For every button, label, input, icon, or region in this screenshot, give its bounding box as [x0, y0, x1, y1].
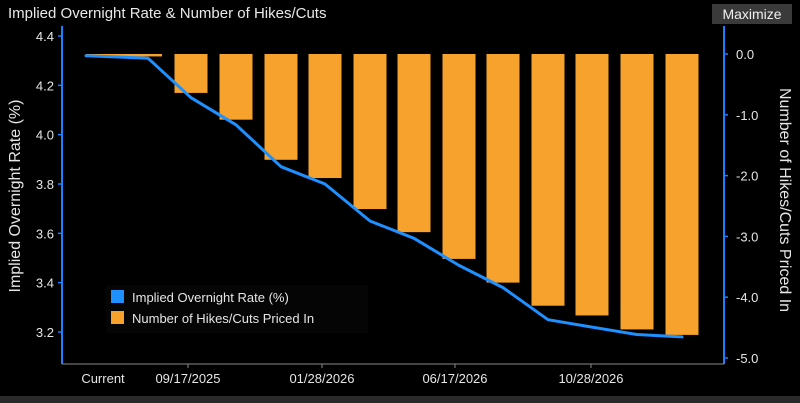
right-tick-label: -5.0	[736, 351, 758, 366]
left-tick-label: 3.8	[36, 177, 54, 192]
hikes-cuts-bar	[264, 54, 298, 160]
bottom-scrollbar[interactable]	[0, 396, 800, 403]
hikes-cuts-bar	[486, 54, 520, 283]
legend-label: Number of Hikes/Cuts Priced In	[132, 311, 314, 326]
left-axis-title: Implied Overnight Rate (%)	[7, 100, 24, 293]
left-tick-label: 4.0	[36, 128, 54, 143]
legend-label: Implied Overnight Rate (%)	[132, 290, 289, 305]
hikes-cuts-bar	[665, 54, 699, 335]
right-tick-label: -1.0	[736, 108, 758, 123]
hikes-cuts-bar	[219, 54, 253, 120]
left-tick-label: 3.4	[36, 276, 54, 291]
hikes-cuts-bar	[86, 54, 162, 57]
hikes-cuts-bar	[620, 54, 654, 330]
x-tick-label: 01/28/2026	[289, 371, 354, 386]
x-tick-label: 06/17/2026	[422, 371, 487, 386]
left-tick-label: 4.2	[36, 78, 54, 93]
right-axis-title: Number of Hikes/Cuts Priced In	[776, 88, 793, 312]
hikes-cuts-bar	[575, 54, 609, 316]
right-tick-label: 0.0	[736, 47, 754, 62]
legend-box	[106, 285, 368, 333]
hikes-cuts-bar	[397, 54, 431, 233]
hikes-cuts-bar	[308, 54, 342, 179]
x-tick-label: Current	[81, 371, 125, 386]
left-tick-label: 3.2	[36, 325, 54, 340]
x-tick-label: 09/17/2025	[155, 371, 220, 386]
hikes-cuts-bar	[353, 54, 387, 210]
right-tick-label: -2.0	[736, 169, 758, 184]
x-tick-label: 10/28/2026	[558, 371, 623, 386]
hikes-cuts-bar	[531, 54, 565, 306]
maximize-button[interactable]: Maximize	[712, 4, 792, 24]
right-tick-label: -3.0	[736, 229, 758, 244]
left-tick-label: 4.4	[36, 29, 54, 44]
left-tick-label: 3.6	[36, 226, 54, 241]
legend-swatch	[111, 311, 124, 324]
implied-rate-line	[84, 54, 684, 339]
chart-title: Implied Overnight Rate & Number of Hikes…	[8, 5, 327, 22]
hikes-cuts-bar	[442, 54, 476, 259]
legend: Implied Overnight Rate (%) Number of Hike…	[106, 285, 368, 333]
legend-swatch	[111, 290, 124, 303]
right-tick-label: -4.0	[736, 290, 758, 305]
